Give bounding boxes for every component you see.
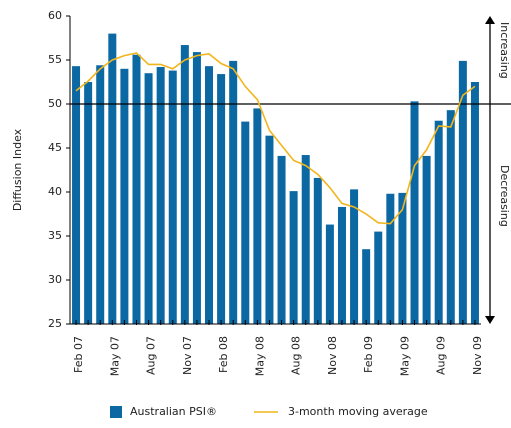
legend-label: Australian PSI® [130, 405, 217, 418]
bar [180, 45, 189, 324]
bar [386, 193, 395, 324]
y-tick-label: 30 [48, 273, 62, 286]
bar [325, 224, 334, 324]
y-axis-label: Diffusion Index [11, 128, 24, 211]
bar [84, 82, 93, 324]
x-tick-label: Nov 07 [181, 336, 194, 375]
bar [120, 68, 129, 324]
x-tick-label: Nov 09 [471, 336, 484, 375]
x-tick-label: Feb 07 [72, 336, 85, 373]
legend-label: 3-month moving average [288, 405, 428, 418]
arrow-head-up [485, 16, 495, 24]
y-tick-label: 60 [48, 9, 62, 22]
bar [301, 155, 310, 324]
bar [144, 73, 153, 324]
bar [434, 120, 443, 324]
x-tick-label: May 08 [253, 336, 266, 376]
bar [398, 192, 407, 324]
bar [241, 121, 250, 324]
bar [205, 66, 214, 324]
x-tick-label: Aug 07 [145, 336, 158, 375]
y-tick-label: 50 [48, 97, 62, 110]
bar [229, 60, 238, 324]
bar [253, 108, 262, 325]
y-tick-label: 55 [48, 53, 62, 66]
bar [470, 82, 479, 324]
bar [192, 52, 201, 324]
bar [350, 189, 359, 324]
bar [458, 60, 467, 324]
bar [313, 177, 322, 324]
bar [289, 191, 298, 324]
legend-swatch [110, 406, 122, 418]
x-tick-label: Feb 08 [217, 336, 230, 373]
bar [72, 66, 81, 324]
bar [362, 249, 371, 324]
bar [265, 135, 274, 324]
x-tick-label: Aug 09 [435, 336, 448, 375]
x-tick-label: May 07 [108, 336, 121, 376]
x-tick-label: Aug 08 [290, 336, 303, 375]
bar [374, 231, 383, 324]
moving-average-line [75, 52, 476, 225]
bar [96, 65, 105, 324]
y-tick-label: 45 [48, 141, 62, 154]
x-tick-label: Nov 08 [326, 336, 339, 375]
bar [422, 155, 431, 324]
bar [168, 70, 177, 324]
bar [156, 67, 165, 324]
bar [410, 101, 419, 324]
bar [132, 54, 141, 324]
increasing-label: Increasing [498, 22, 511, 79]
bar [217, 74, 226, 324]
bar [108, 33, 117, 324]
bar [446, 110, 455, 324]
y-tick-label: 35 [48, 229, 62, 242]
bar [337, 206, 346, 324]
bar [277, 155, 286, 324]
arrow-head-down [485, 316, 495, 324]
decreasing-label: Decreasing [498, 165, 511, 227]
x-tick-label: May 09 [398, 336, 411, 376]
y-tick-label: 40 [48, 185, 62, 198]
x-tick-label: Feb 09 [362, 336, 375, 373]
y-tick-label: 25 [48, 317, 62, 330]
